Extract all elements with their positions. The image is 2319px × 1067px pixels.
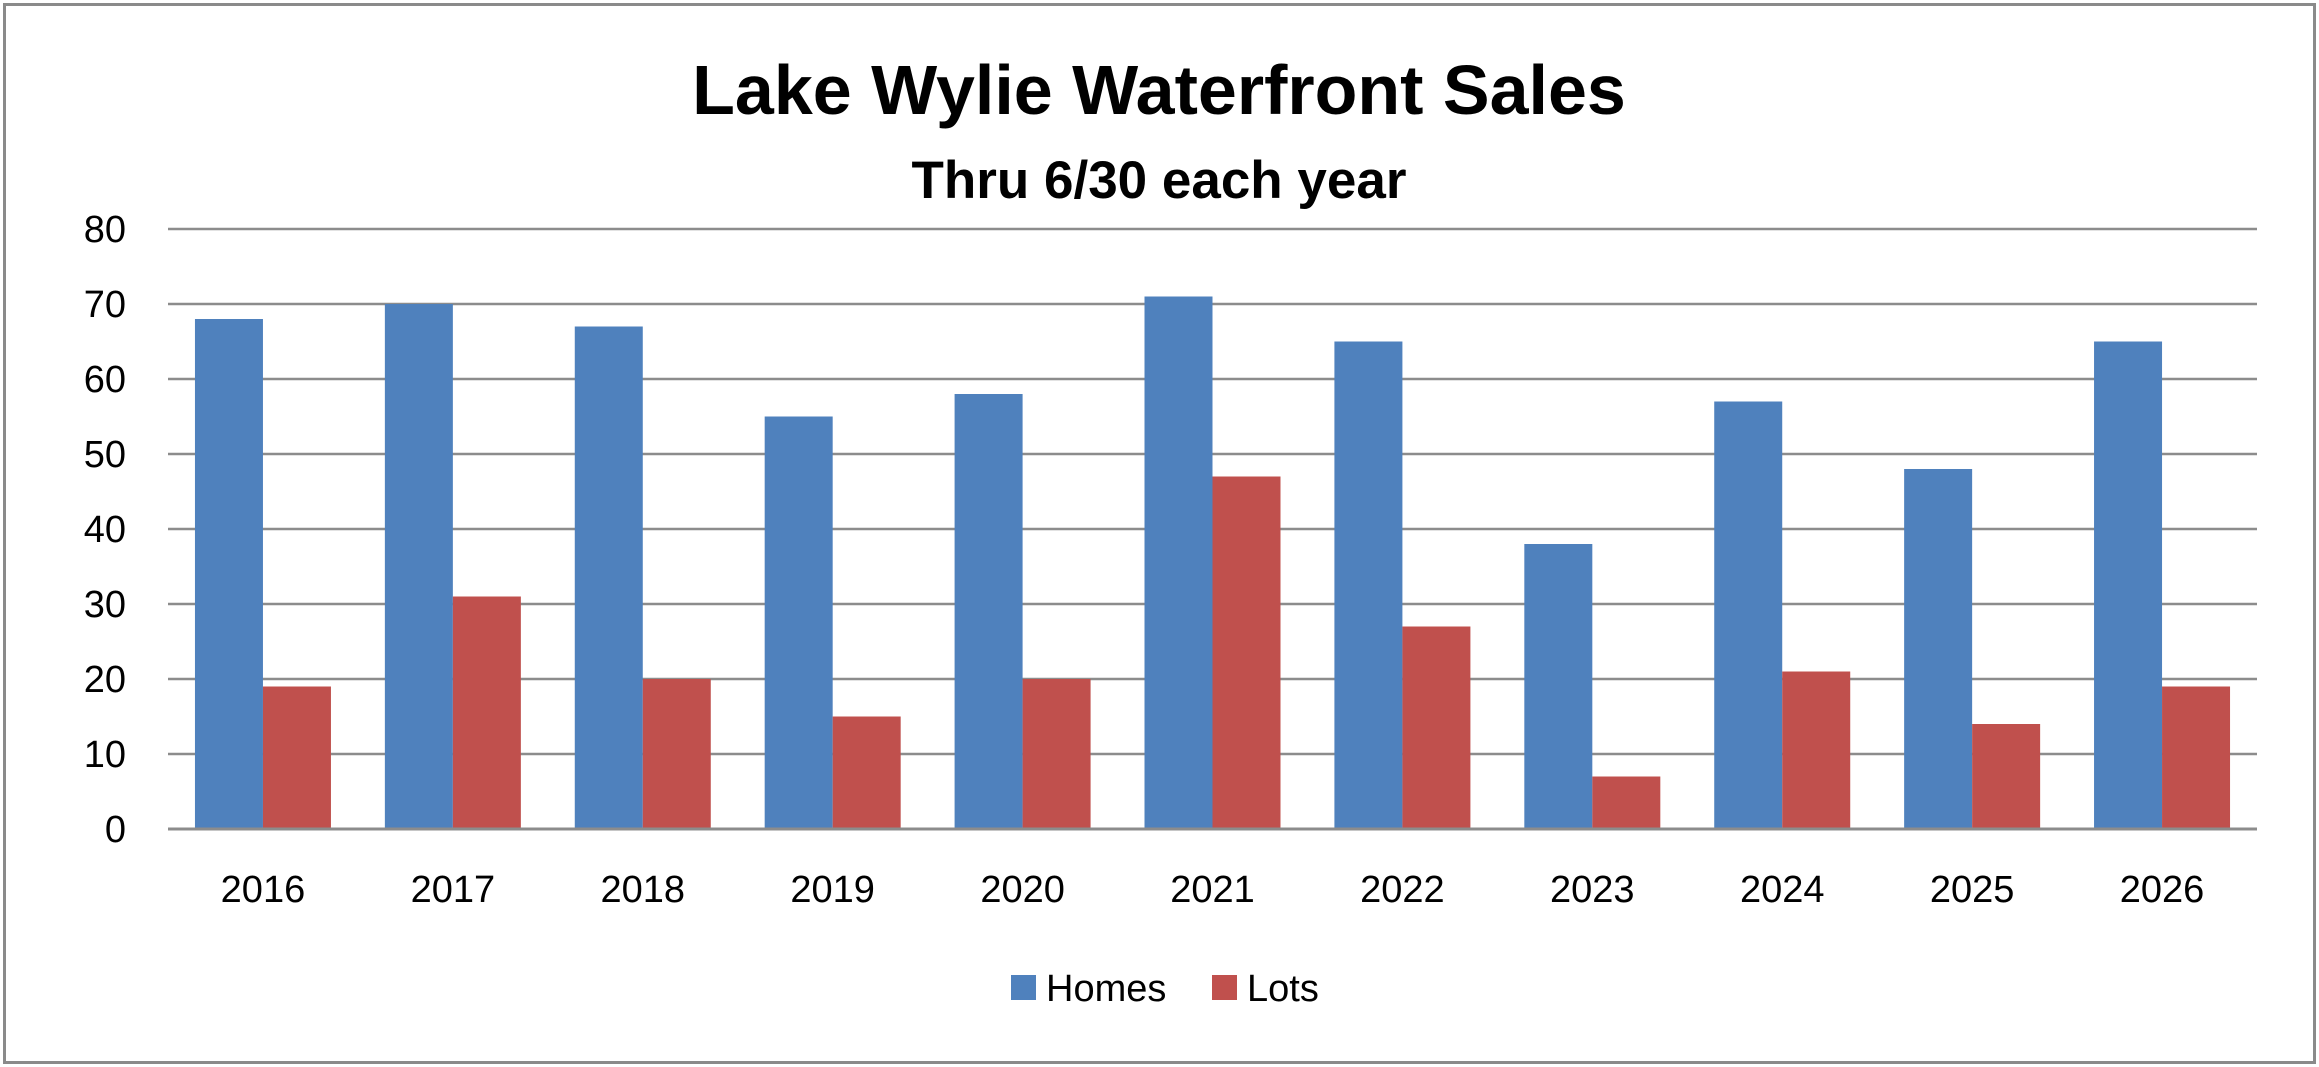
x-tick-label: 2017: [411, 869, 496, 911]
bar-homes-2026: [2094, 341, 2163, 829]
bar-homes-2023: [1524, 544, 1593, 829]
x-tick-label: 2018: [600, 869, 685, 911]
x-tick-label: 2025: [1930, 869, 2015, 911]
bars: [194, 296, 2231, 829]
y-tick-label: 10: [84, 734, 126, 776]
x-tick-label: 2023: [1550, 869, 1635, 911]
legend-label-homes: Homes: [1046, 968, 1166, 1010]
bar-homes-2018: [574, 326, 643, 829]
bar-homes-2025: [1904, 469, 1973, 829]
bar-lots-2026: [2162, 686, 2231, 829]
chart-subtitle: Thru 6/30 each year: [912, 151, 1407, 210]
bar-lots-2020: [1022, 679, 1091, 829]
legend: Homes Lots: [1011, 968, 1319, 1010]
chart-title: Lake Wylie Waterfront Sales: [692, 51, 1626, 129]
x-tick-label: 2026: [2120, 869, 2205, 911]
x-tick-label: 2019: [790, 869, 875, 911]
bar-lots-2021: [1212, 476, 1281, 829]
bar-lots-2025: [1972, 724, 2041, 829]
legend-label-lots: Lots: [1247, 968, 1319, 1010]
bar-lots-2019: [832, 716, 901, 829]
bar-lots-2018: [642, 679, 711, 829]
x-tick-label: 2021: [1170, 869, 1255, 911]
bar-homes-2019: [764, 416, 833, 829]
x-tick-label: 2022: [1360, 869, 1445, 911]
x-tick-label: 2020: [980, 869, 1065, 911]
bar-lots-2023: [1592, 776, 1661, 829]
x-tick-label: 2016: [221, 869, 306, 911]
bar-lots-2024: [1782, 671, 1851, 829]
x-axis: 2016 2017 2018 2019 2020 2021 2022 2023 2024 2025…: [168, 827, 2257, 911]
bar-homes-2022: [1334, 341, 1403, 829]
y-tick-label: 50: [84, 434, 126, 476]
bar-homes-2024: [1714, 401, 1783, 829]
y-tick-label: 70: [84, 284, 126, 326]
bar-homes-2021: [1144, 296, 1213, 829]
bar-lots-2016: [262, 686, 331, 829]
bar-lots-2022: [1402, 626, 1471, 829]
bar-homes-2016: [194, 319, 263, 829]
bar-lots-2017: [452, 596, 521, 829]
y-tick-label: 30: [84, 584, 126, 626]
y-tick-label: 80: [84, 209, 126, 251]
y-tick-label: 20: [84, 659, 126, 701]
y-tick-label: 60: [84, 359, 126, 401]
legend-swatch-lots: [1212, 975, 1237, 1000]
x-tick-label: 2024: [1740, 869, 1825, 911]
y-axis: 0 10 20 30 40 50 60 70 80: [84, 209, 126, 851]
bar-homes-2020: [954, 394, 1023, 829]
bar-homes-2017: [384, 304, 453, 829]
legend-swatch-homes: [1011, 975, 1036, 1000]
y-tick-label: 40: [84, 509, 126, 551]
y-tick-label: 0: [105, 809, 126, 851]
